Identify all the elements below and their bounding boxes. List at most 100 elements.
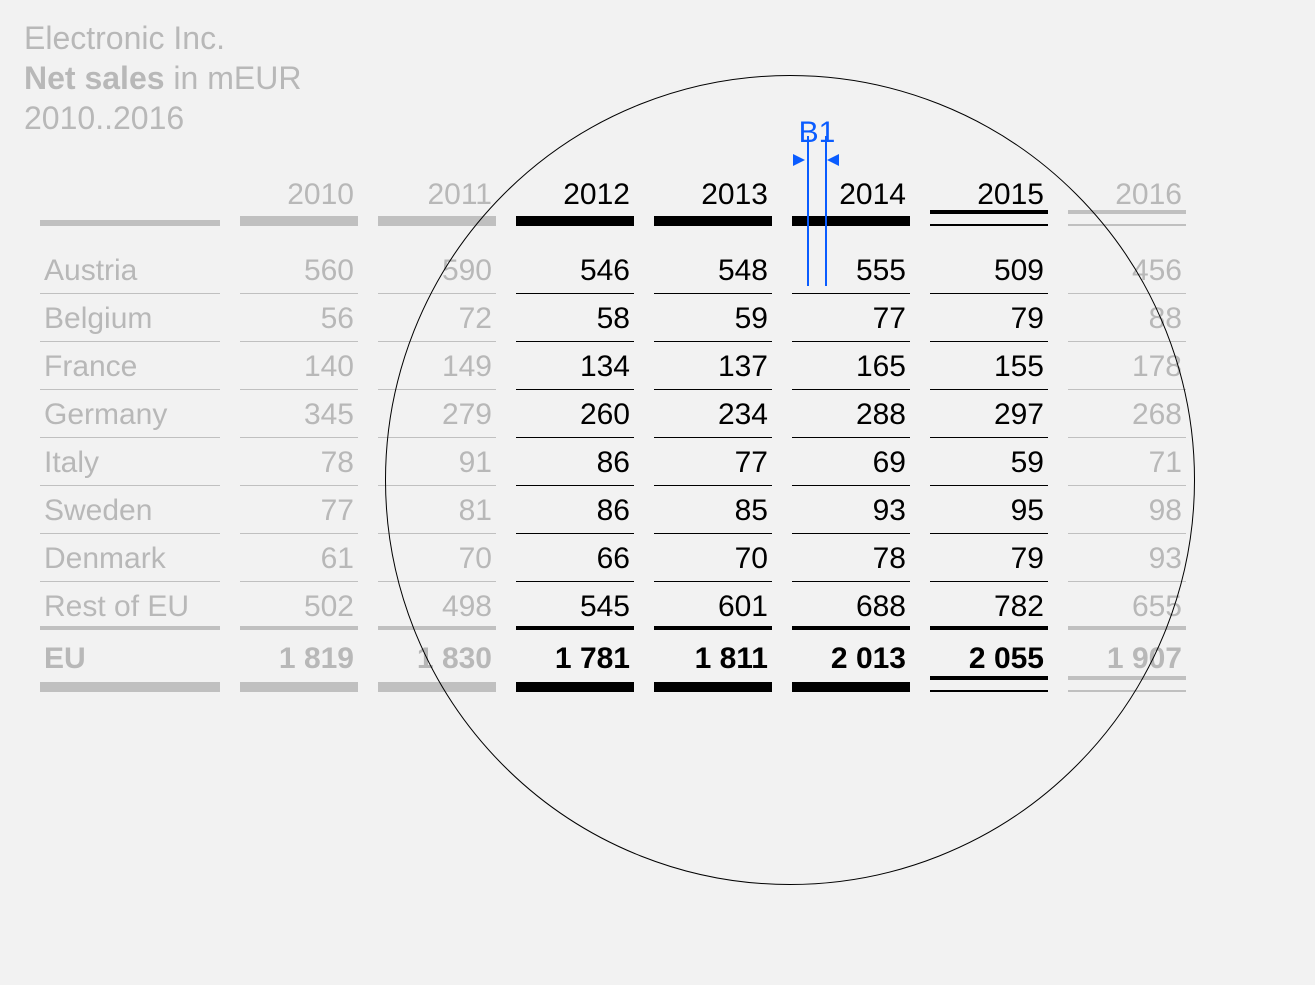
cell-value: 88 [1068, 294, 1186, 342]
sales-table: 2010201120122013201420152016 Austria5605… [20, 170, 1206, 682]
total-value: 1 819 [240, 630, 358, 682]
table-row: Austria 560 590 546 548 555 509 456 [40, 246, 1186, 294]
row-label: France [40, 342, 220, 390]
header-year: 2013 [654, 170, 772, 218]
cell-value: 498 [378, 582, 496, 630]
cell-value: 79 [930, 534, 1048, 582]
total-value: 1 781 [516, 630, 634, 682]
cell-value: 279 [378, 390, 496, 438]
cell-value: 71 [1068, 438, 1186, 486]
cell-value: 66 [516, 534, 634, 582]
cell-value: 70 [654, 534, 772, 582]
gap-annotation: B1 [793, 116, 841, 170]
total-value: 1 811 [654, 630, 772, 682]
cell-value: 509 [930, 246, 1048, 294]
cell-value: 140 [240, 342, 358, 390]
cell-value: 56 [240, 294, 358, 342]
row-label: Germany [40, 390, 220, 438]
title-block: Electronic Inc. Net sales in mEUR 2010..… [24, 18, 301, 138]
cell-value: 134 [516, 342, 634, 390]
header-year: 2014 [792, 170, 910, 218]
cell-value: 79 [930, 294, 1048, 342]
row-label: Belgium [40, 294, 220, 342]
table-row: Belgium 56 72 58 59 77 79 88 [40, 294, 1186, 342]
metric-unit: in mEUR [165, 60, 302, 96]
cell-value: 655 [1068, 582, 1186, 630]
cell-value: 77 [792, 294, 910, 342]
row-label: Austria [40, 246, 220, 294]
cell-value: 59 [654, 294, 772, 342]
header-blank [40, 170, 220, 218]
header-year: 2011 [378, 170, 496, 218]
gap-annotation-label: B1 [793, 116, 841, 150]
header-year: 2015 [930, 170, 1048, 218]
cell-value: 78 [240, 438, 358, 486]
company-name: Electronic Inc. [24, 18, 301, 58]
cell-value: 165 [792, 342, 910, 390]
header-year: 2012 [516, 170, 634, 218]
cell-value: 502 [240, 582, 358, 630]
row-label: Italy [40, 438, 220, 486]
cell-value: 590 [378, 246, 496, 294]
table-total-row: EU 1 819 1 830 1 781 1 811 2 013 2 055 1 907 [40, 630, 1186, 682]
cell-value: 546 [516, 246, 634, 294]
cell-value: 560 [240, 246, 358, 294]
cell-value: 548 [654, 246, 772, 294]
gap-annotation-ticks [793, 150, 841, 170]
cell-value: 58 [516, 294, 634, 342]
total-value: 2 013 [792, 630, 910, 682]
cell-value: 149 [378, 342, 496, 390]
cell-value: 93 [1068, 534, 1186, 582]
cell-value: 91 [378, 438, 496, 486]
cell-value: 61 [240, 534, 358, 582]
cell-value: 98 [1068, 486, 1186, 534]
header-year: 2016 [1068, 170, 1186, 218]
cell-value: 555 [792, 246, 910, 294]
header-year: 2010 [240, 170, 358, 218]
cell-value: 95 [930, 486, 1048, 534]
cell-value: 155 [930, 342, 1048, 390]
cell-value: 456 [1068, 246, 1186, 294]
cell-value: 93 [792, 486, 910, 534]
total-value: 2 055 [930, 630, 1048, 682]
table-row: Germany 345 279 260 234 288 297 268 [40, 390, 1186, 438]
table-row: Rest of EU 502 498 545 601 688 782 655 [40, 582, 1186, 630]
total-value: 1 907 [1068, 630, 1186, 682]
table-row: Italy 78 91 86 77 69 59 71 [40, 438, 1186, 486]
cell-value: 77 [654, 438, 772, 486]
cell-value: 601 [654, 582, 772, 630]
cell-value: 70 [378, 534, 496, 582]
cell-value: 234 [654, 390, 772, 438]
row-label: Denmark [40, 534, 220, 582]
cell-value: 260 [516, 390, 634, 438]
cell-value: 86 [516, 486, 634, 534]
row-label: Sweden [40, 486, 220, 534]
row-label: Rest of EU [40, 582, 220, 630]
period: 2010..2016 [24, 98, 301, 138]
cell-value: 137 [654, 342, 772, 390]
cell-value: 297 [930, 390, 1048, 438]
cell-value: 86 [516, 438, 634, 486]
cell-value: 77 [240, 486, 358, 534]
cell-value: 345 [240, 390, 358, 438]
cell-value: 688 [792, 582, 910, 630]
cell-value: 81 [378, 486, 496, 534]
cell-value: 782 [930, 582, 1048, 630]
cell-value: 268 [1068, 390, 1186, 438]
cell-value: 545 [516, 582, 634, 630]
cell-value: 85 [654, 486, 772, 534]
metric-line: Net sales in mEUR [24, 58, 301, 98]
cell-value: 78 [792, 534, 910, 582]
total-value: 1 830 [378, 630, 496, 682]
cell-value: 69 [792, 438, 910, 486]
table-header-row: 2010 2011 2012 2013 2014 2015 2016 [40, 170, 1186, 218]
table-row: France 140 149 134 137 165 155 178 [40, 342, 1186, 390]
cell-value: 178 [1068, 342, 1186, 390]
table-row: Denmark 61 70 66 70 78 79 93 [40, 534, 1186, 582]
total-label: EU [40, 630, 220, 682]
metric-bold: Net sales [24, 60, 165, 96]
cell-value: 288 [792, 390, 910, 438]
cell-value: 59 [930, 438, 1048, 486]
table-row: Sweden 77 81 86 85 93 95 98 [40, 486, 1186, 534]
cell-value: 72 [378, 294, 496, 342]
